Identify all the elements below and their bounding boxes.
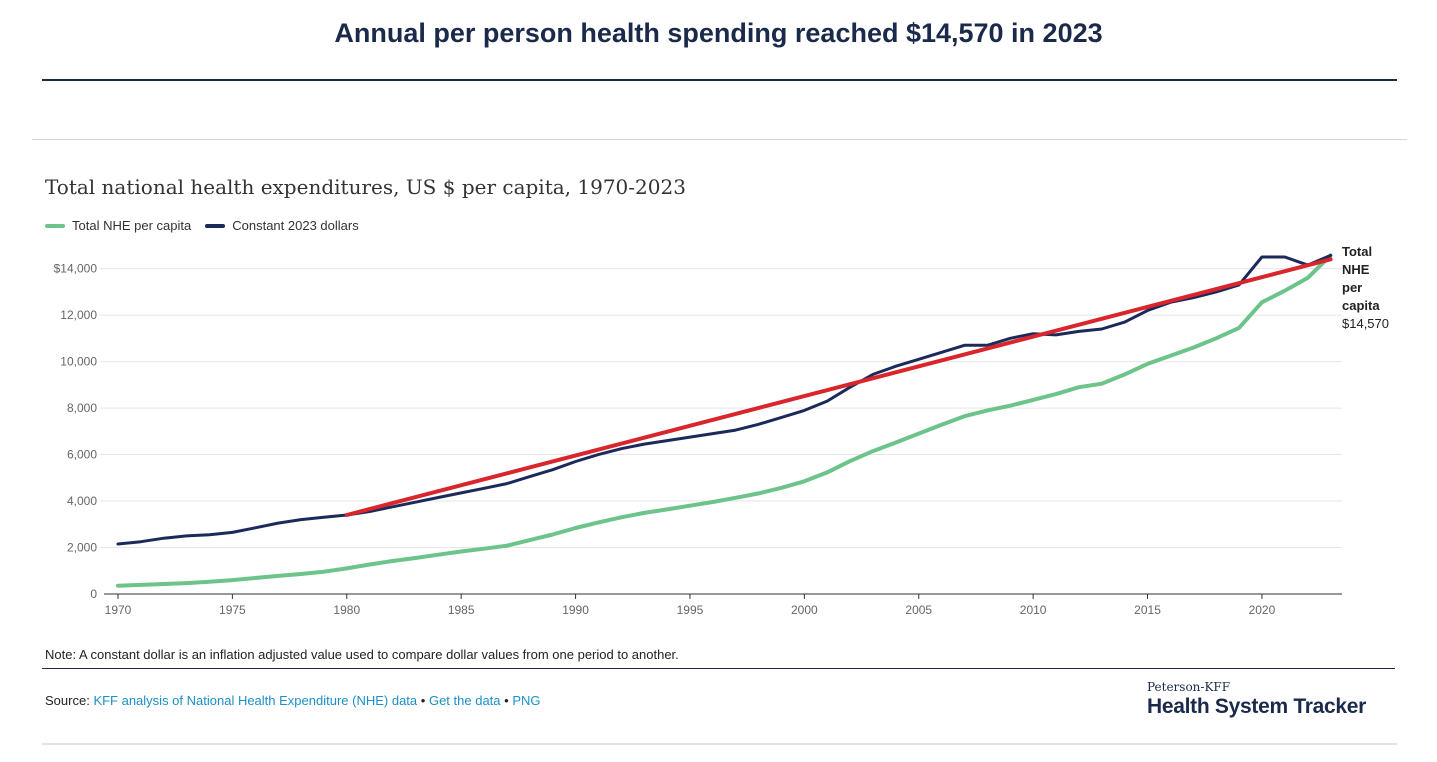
x-tick-label: 2010 xyxy=(1020,603,1047,617)
x-tick-label: 1990 xyxy=(562,603,589,617)
x-tick-label: 1970 xyxy=(105,603,132,617)
source-separator: • xyxy=(504,693,509,708)
y-tick-label: 10,000 xyxy=(60,355,97,369)
legend-label-constant-dollars: Constant 2023 dollars xyxy=(232,218,359,233)
series-line-total-nhe xyxy=(116,253,1333,588)
end-annotation: Total NHE per capita $14,570 xyxy=(1342,243,1390,333)
png-link[interactable]: PNG xyxy=(512,693,541,708)
line-chart: 0 2,000 4,000 6,000 8,000 10,000 12,000 $14,000… xyxy=(54,253,1342,617)
footer-divider xyxy=(42,743,1397,745)
end-annotation-value: $14,570 xyxy=(1342,316,1389,331)
legend-item-total-nhe[interactable]: Total NHE per capita xyxy=(45,218,191,233)
source-separator: • xyxy=(420,693,426,708)
series-line-constant-dollars xyxy=(116,253,1333,546)
series-line-trend xyxy=(344,257,1333,517)
chart-legend: Total NHE per capita Constant 2023 dolla… xyxy=(45,218,359,233)
y-tick-label: $14,000 xyxy=(54,262,98,276)
chart-note: Note: A constant dollar is an inflation … xyxy=(45,647,679,662)
y-tick-label: 8,000 xyxy=(67,401,97,415)
title-divider xyxy=(42,79,1397,81)
x-tick-label: 2015 xyxy=(1134,603,1161,617)
x-tick-label: 1980 xyxy=(333,603,360,617)
source-divider xyxy=(42,668,1395,669)
section-divider xyxy=(32,139,1407,140)
legend-swatch-green xyxy=(45,223,65,228)
source-link[interactable]: KFF analysis of National Health Expendit… xyxy=(93,693,418,708)
brand-small-text: Peterson-KFF xyxy=(1147,680,1231,694)
page-title: Annual per person health spending reache… xyxy=(334,18,1103,48)
x-tick-label: 2005 xyxy=(905,603,932,617)
end-annotation-label: Total NHE per capita xyxy=(1342,244,1380,313)
x-tick-label: 2020 xyxy=(1249,603,1276,617)
source-line: Source: KFF analysis of National Health … xyxy=(45,693,541,708)
chart-title: Total national health expenditures, US $… xyxy=(45,175,686,199)
x-tick-label: 2000 xyxy=(791,603,818,617)
legend-item-constant-dollars[interactable]: Constant 2023 dollars xyxy=(205,218,359,233)
y-tick-label: 12,000 xyxy=(60,308,97,322)
y-tick-label: 6,000 xyxy=(67,448,97,462)
source-prefix: Source: xyxy=(45,693,90,708)
x-tick-label: 1975 xyxy=(219,603,246,617)
get-data-link[interactable]: Get the data xyxy=(428,693,501,708)
brand-logo[interactable]: Peterson-KFF Health System Tracker xyxy=(1147,680,1366,719)
brand-big-text: Health System Tracker xyxy=(1147,695,1366,718)
y-tick-label: 0 xyxy=(90,587,97,601)
x-tick-label: 1985 xyxy=(448,603,475,617)
y-tick-label: 2,000 xyxy=(67,541,97,555)
y-tick-label: 4,000 xyxy=(67,494,97,508)
legend-label-total-nhe: Total NHE per capita xyxy=(72,218,192,233)
x-tick-label: 1995 xyxy=(677,603,704,617)
legend-swatch-navy xyxy=(205,223,226,228)
